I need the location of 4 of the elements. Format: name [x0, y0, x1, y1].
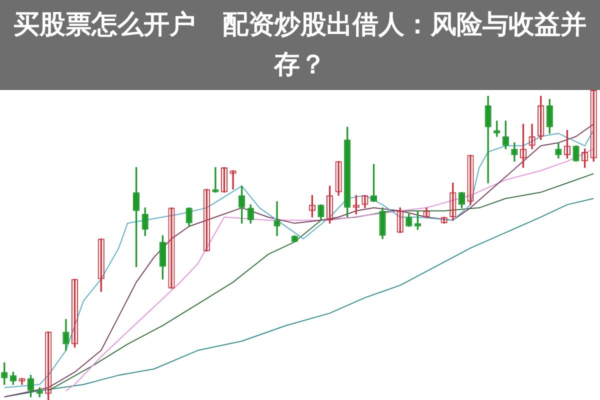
- candlestick: [274, 201, 280, 236]
- candlestick: [484, 96, 492, 184]
- candlestick: [212, 167, 219, 193]
- chart-title: 买股票怎么开户 配资炒股出借人：风险与收益并存？: [12, 9, 588, 82]
